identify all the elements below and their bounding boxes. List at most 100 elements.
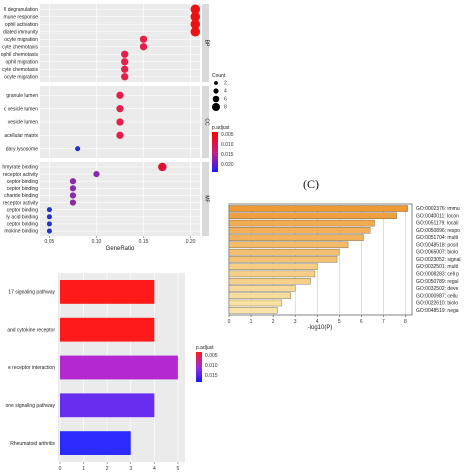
x-tick-label: 5: [177, 466, 180, 472]
metascape-bar: [228, 263, 318, 270]
dot-point: [121, 73, 129, 81]
panel-label: (C): [303, 177, 319, 191]
x-tick-label: 1: [82, 466, 85, 472]
metascape-bar: [228, 285, 296, 292]
x-tick-label: 0.05: [45, 239, 55, 245]
dot-point: [121, 58, 129, 66]
dot-point: [46, 228, 52, 234]
dot-point: [190, 19, 201, 29]
kegg-bar: [60, 280, 155, 304]
legend-color-label: 0.005: [205, 353, 218, 359]
dot-point: [190, 27, 201, 37]
dot-point: [190, 4, 201, 14]
term-label: ocyte migration: [4, 37, 38, 43]
go-term-label: GO:0051704: multi: [416, 235, 458, 241]
go-term-label: GO:0050896: respo: [416, 228, 460, 234]
go-term-label: GO:0002376: immu: [416, 206, 460, 212]
x-tick-label: 0: [228, 319, 231, 325]
dot-point: [93, 170, 100, 178]
term-label: vesicle lumen: [8, 120, 39, 126]
dot-point: [116, 91, 124, 99]
x-tick-label: 4: [153, 466, 156, 472]
legend-count-label: 6: [224, 97, 227, 103]
pathway-label: and cytokine receptor: [7, 327, 55, 333]
metascape-bar: [228, 278, 311, 285]
legend-count-title: Count: [212, 73, 226, 79]
kegg-bar: [60, 355, 178, 380]
facet-strip-label: MF: [204, 195, 210, 202]
go-term-label: GO:0048519: nega: [416, 308, 459, 314]
go-term-label: GO:0048518: posit: [416, 242, 459, 248]
go-term-label: GO:0000987: cellu: [416, 293, 458, 299]
x-tick-label: 3: [129, 466, 132, 472]
term-label: ophil migration: [5, 59, 38, 65]
metascape-bar: [228, 212, 397, 219]
dot-point: [46, 207, 52, 213]
legend-count-label: 4: [224, 89, 227, 95]
x-tick-label: 8: [404, 319, 407, 325]
kegg-bar: [60, 431, 131, 455]
dot-point: [69, 199, 77, 206]
dot-point: [121, 50, 129, 58]
term-label: ly acid binding: [6, 214, 38, 220]
term-label: mokine binding: [4, 229, 38, 235]
dot-point: [69, 178, 77, 185]
term-label: ophil chemotaxis: [1, 52, 39, 58]
go-term-label: GO:0023052: signal: [416, 257, 460, 263]
legend-count-dot: [212, 103, 220, 111]
term-label: acellular matrix: [4, 133, 38, 139]
facet-strip: [202, 4, 209, 82]
dot-point: [139, 35, 148, 43]
x-axis-title: GeneRatio: [106, 246, 135, 252]
metascape-bar: [228, 299, 283, 307]
x-tick-label: 0: [59, 466, 62, 472]
dot-point: [69, 192, 77, 199]
kegg-bar: [60, 317, 155, 342]
metascape-bar: [228, 241, 349, 249]
legend-color-label: 0.010: [205, 363, 218, 369]
legend-color-label: 0.010: [221, 142, 234, 148]
metascape-bar: [228, 256, 338, 263]
term-label: ceptor binding: [7, 179, 39, 185]
metascape-bar: [228, 219, 375, 227]
x-tick-label: 0.10: [92, 239, 102, 245]
term-label: ceptor binding: [7, 222, 39, 228]
metascape-bar: [228, 227, 371, 234]
legend-color-label: 0.005: [221, 132, 234, 138]
term-label: hmyrate binding: [2, 165, 38, 171]
go-term-label: GO:0051179: locali: [416, 221, 458, 227]
facet-strip: [202, 162, 209, 236]
x-tick-label: 4: [316, 319, 319, 325]
dotplot-panel-BP: [40, 4, 200, 82]
term-label: ceptor binding: [7, 207, 39, 213]
term-label: cyte chemotaxis: [2, 67, 38, 73]
x-tick-label: 1: [250, 319, 253, 325]
x-tick-label: 7: [382, 319, 385, 325]
metascape-bar: [228, 234, 364, 241]
term-label: diated immunity: [3, 29, 39, 35]
pathway-label: one signaling pathway: [6, 403, 56, 409]
x-tick-label: 2: [106, 466, 109, 472]
legend-count-label: 2: [224, 81, 227, 87]
legend-color-label: 0.015: [221, 152, 234, 158]
dot-point: [116, 105, 124, 113]
x-tick-label: 2: [272, 319, 275, 325]
x-tick-label: 0.15: [139, 239, 149, 245]
dotplot-panel-MF: [40, 162, 200, 236]
x-tick-label: 0.20: [186, 239, 196, 245]
metascape-bar: [228, 307, 278, 314]
dot-point: [121, 65, 129, 73]
dot-point: [46, 221, 52, 227]
legend-color-title: p.adjust: [196, 345, 214, 351]
go-term-label: GO:0065007: biolo: [416, 250, 458, 256]
legend-colorbar: [196, 352, 202, 382]
legend-color-title: p.adjust: [212, 125, 230, 131]
legend-count-dot: [213, 88, 219, 94]
x-axis-title: -log10(P): [308, 325, 333, 331]
dot-point: [116, 131, 124, 139]
go-term-label: GO:0022610: biolo: [416, 301, 458, 307]
term-label: granule lumen: [6, 93, 38, 99]
kegg-bar: [60, 393, 155, 418]
dot-point: [139, 43, 148, 51]
